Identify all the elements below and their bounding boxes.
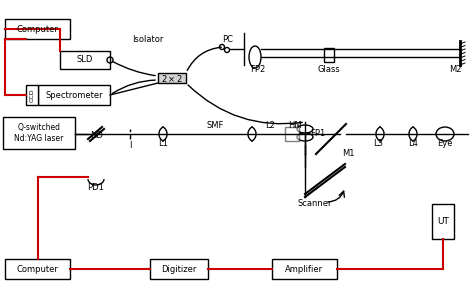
Text: L4: L4 (408, 140, 418, 148)
Bar (272, 259, 337, 279)
Bar (26, 85, 38, 105)
Text: SMF: SMF (206, 121, 224, 129)
Text: L2: L2 (265, 121, 275, 129)
Text: L1: L1 (158, 140, 168, 148)
Bar (432, 204, 454, 239)
Bar (60, 51, 110, 69)
Text: Eye: Eye (437, 140, 453, 148)
Ellipse shape (297, 133, 313, 141)
Text: FP1: FP1 (310, 129, 326, 138)
Text: M2: M2 (449, 64, 461, 73)
Ellipse shape (297, 125, 313, 133)
Text: FP2: FP2 (250, 64, 265, 73)
Text: PC: PC (222, 36, 234, 45)
Text: Computer: Computer (17, 265, 58, 274)
Text: M1: M1 (342, 149, 354, 159)
Bar (38, 85, 110, 105)
Text: $2\times2$: $2\times2$ (161, 72, 183, 83)
Bar (5, 259, 70, 279)
Text: CCD: CCD (29, 88, 35, 102)
Text: Computer: Computer (17, 24, 58, 34)
Text: Isolator: Isolator (132, 34, 164, 43)
Text: Scanner: Scanner (298, 200, 332, 208)
Text: SLD: SLD (77, 56, 93, 64)
Text: Glass: Glass (318, 64, 340, 73)
Text: HM: HM (288, 121, 302, 129)
Text: ND: ND (91, 130, 103, 140)
Text: Spectrometer: Spectrometer (45, 91, 103, 99)
Text: Q-switched
Nd:YAG laser: Q-switched Nd:YAG laser (14, 123, 64, 143)
Text: UT: UT (437, 217, 449, 226)
Bar (150, 259, 208, 279)
Bar (5, 19, 70, 39)
Bar (158, 73, 186, 83)
Bar (3, 117, 75, 149)
Text: Amplifier: Amplifier (285, 265, 324, 274)
Text: PD1: PD1 (88, 182, 104, 192)
Text: Digitizer: Digitizer (161, 265, 197, 274)
Ellipse shape (249, 46, 261, 68)
Ellipse shape (436, 127, 454, 141)
Bar (324, 48, 334, 62)
Text: I: I (129, 140, 131, 149)
Text: L3: L3 (373, 140, 383, 148)
Bar (285, 127, 299, 141)
